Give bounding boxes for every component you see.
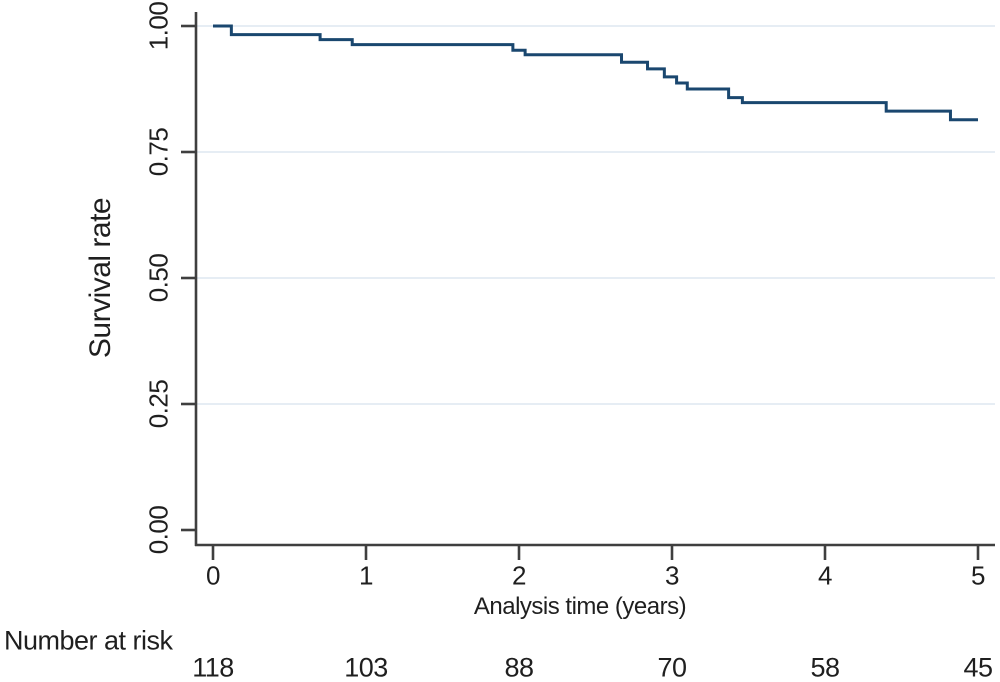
x-axis-title: Analysis time (years) bbox=[473, 593, 687, 620]
risk-count: 103 bbox=[344, 652, 388, 682]
y-tick-label: 0.75 bbox=[143, 127, 174, 177]
survival-curve bbox=[213, 24, 978, 122]
x-tick-label: 2 bbox=[512, 560, 526, 591]
x-tick-label: 1 bbox=[359, 560, 373, 591]
number-at-risk-label: Number at risk bbox=[4, 625, 173, 656]
x-tick-label: 3 bbox=[665, 560, 679, 591]
y-tick-label: 0.25 bbox=[143, 379, 174, 429]
risk-count: 70 bbox=[657, 652, 687, 682]
y-tick-label: 1.00 bbox=[143, 1, 174, 51]
risk-count: 45 bbox=[963, 652, 993, 682]
y-tick-label: 0.50 bbox=[143, 253, 174, 303]
x-tick-label: 0 bbox=[206, 560, 220, 591]
x-tick-label: 4 bbox=[818, 560, 832, 591]
risk-count: 88 bbox=[504, 652, 534, 682]
risk-count: 58 bbox=[810, 652, 840, 682]
x-tick-label: 5 bbox=[971, 560, 985, 591]
risk-count: 118 bbox=[192, 652, 234, 682]
y-tick-label: 0.00 bbox=[143, 505, 174, 555]
y-axis-title: Survival rate bbox=[84, 197, 117, 359]
